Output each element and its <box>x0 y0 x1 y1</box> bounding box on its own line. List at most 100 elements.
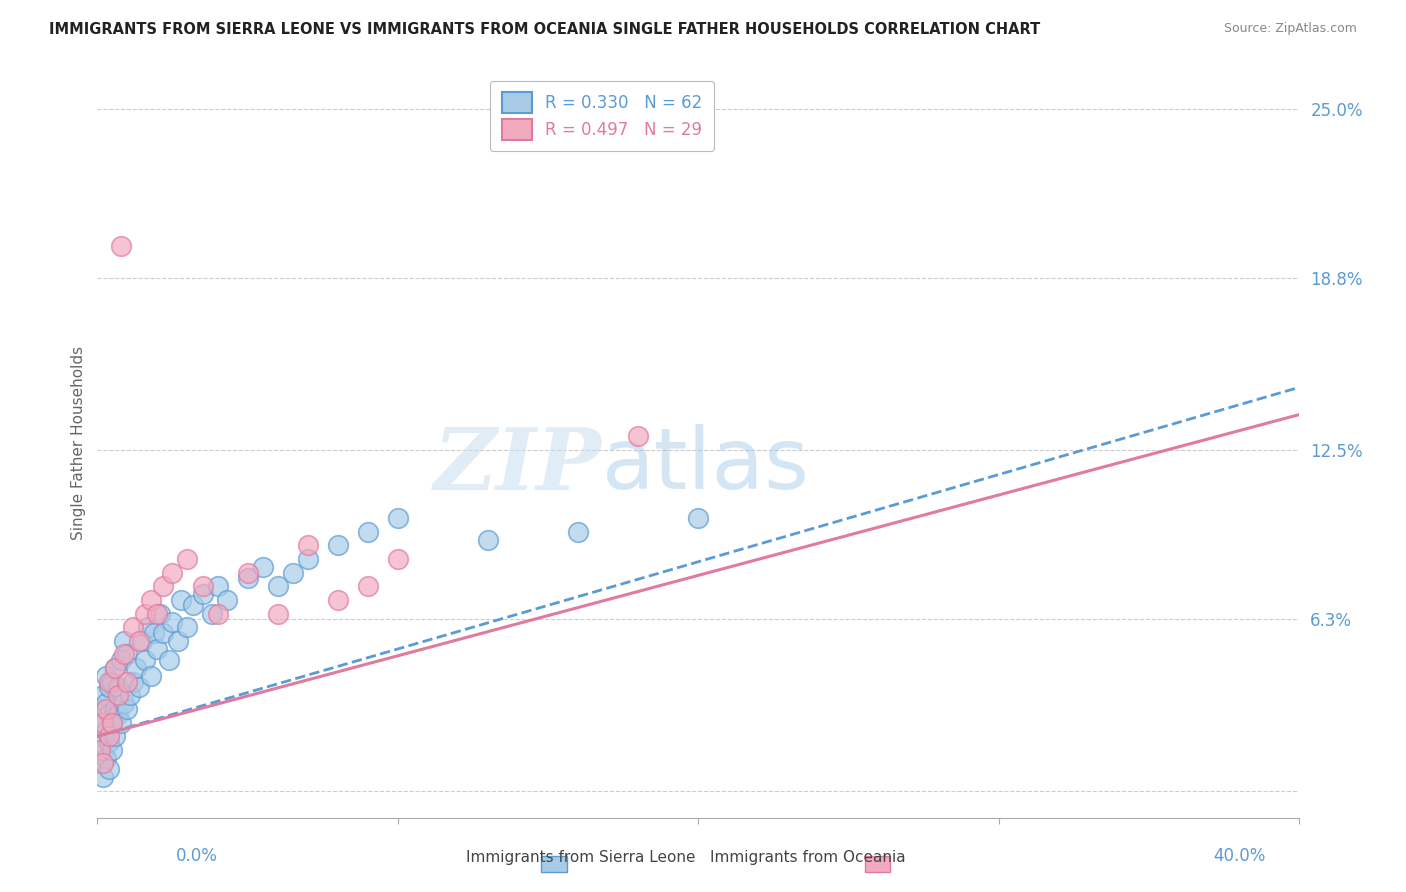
Point <box>101 715 124 730</box>
Point <box>149 607 172 621</box>
Point <box>146 642 169 657</box>
Point <box>387 552 409 566</box>
Point <box>170 593 193 607</box>
Legend: R = 0.330   N = 62, R = 0.497   N = 29: R = 0.330 N = 62, R = 0.497 N = 29 <box>491 80 714 152</box>
Point <box>266 607 288 621</box>
Point <box>167 633 190 648</box>
Point <box>122 620 145 634</box>
Point <box>162 566 184 580</box>
Point <box>200 607 222 621</box>
Text: Immigrants from Sierra Leone: Immigrants from Sierra Leone <box>467 850 696 865</box>
Point <box>98 729 121 743</box>
Point <box>183 599 205 613</box>
Text: 0.0%: 0.0% <box>176 847 218 865</box>
Point <box>110 238 132 252</box>
Point <box>152 625 174 640</box>
Point <box>96 702 118 716</box>
Point <box>236 566 259 580</box>
Point <box>297 538 319 552</box>
Text: Source: ZipAtlas.com: Source: ZipAtlas.com <box>1223 22 1357 36</box>
Point <box>125 661 148 675</box>
Point <box>110 715 132 730</box>
Point <box>104 661 127 675</box>
Point <box>101 674 124 689</box>
Point <box>112 697 135 711</box>
Point <box>326 538 349 552</box>
Point <box>112 633 135 648</box>
Point <box>191 579 214 593</box>
Point <box>89 756 111 771</box>
Point <box>266 579 288 593</box>
Point <box>128 680 150 694</box>
Point <box>120 688 142 702</box>
Point <box>122 674 145 689</box>
Point <box>89 743 111 757</box>
Point <box>281 566 304 580</box>
Point <box>107 707 129 722</box>
Point <box>110 653 132 667</box>
Point <box>101 715 124 730</box>
Point <box>141 593 163 607</box>
Point <box>96 751 118 765</box>
Point <box>131 633 153 648</box>
Point <box>134 607 156 621</box>
Point <box>207 607 229 621</box>
Point <box>93 756 115 771</box>
Point <box>297 552 319 566</box>
Point <box>627 429 650 443</box>
Text: 40.0%: 40.0% <box>1213 847 1265 865</box>
Point <box>141 669 163 683</box>
Point <box>152 579 174 593</box>
Point <box>477 533 499 547</box>
Point <box>128 633 150 648</box>
Point <box>96 697 118 711</box>
Text: ZIP: ZIP <box>434 424 602 508</box>
Point <box>98 762 121 776</box>
Point <box>159 653 181 667</box>
Point <box>134 653 156 667</box>
Point <box>215 593 238 607</box>
Point <box>252 560 274 574</box>
Point <box>104 661 127 675</box>
Point <box>89 702 111 716</box>
Point <box>567 524 589 539</box>
Point <box>191 587 214 601</box>
Point <box>107 688 129 702</box>
Point <box>93 715 115 730</box>
Point <box>93 770 115 784</box>
Point <box>104 702 127 716</box>
Point <box>93 688 115 702</box>
Point <box>101 743 124 757</box>
Y-axis label: Single Father Households: Single Father Households <box>72 346 86 541</box>
Point <box>688 511 710 525</box>
Point <box>117 674 139 689</box>
Text: IMMIGRANTS FROM SIERRA LEONE VS IMMIGRANTS FROM OCEANIA SINGLE FATHER HOUSEHOLDS: IMMIGRANTS FROM SIERRA LEONE VS IMMIGRAN… <box>49 22 1040 37</box>
Point <box>93 743 115 757</box>
Point <box>176 620 198 634</box>
Point <box>236 571 259 585</box>
Point <box>89 729 111 743</box>
Point <box>143 625 166 640</box>
Point <box>98 674 121 689</box>
Point <box>98 734 121 748</box>
Point <box>117 648 139 662</box>
Text: atlas: atlas <box>602 425 810 508</box>
Point <box>117 702 139 716</box>
Point <box>176 552 198 566</box>
Point <box>96 669 118 683</box>
Point <box>162 615 184 629</box>
Text: Immigrants from Oceania: Immigrants from Oceania <box>710 850 905 865</box>
Point <box>326 593 349 607</box>
Point <box>104 729 127 743</box>
Point <box>138 620 160 634</box>
Point <box>107 680 129 694</box>
Point <box>93 715 115 730</box>
Point <box>387 511 409 525</box>
Point <box>112 648 135 662</box>
Point <box>96 723 118 738</box>
Point <box>98 707 121 722</box>
Point <box>357 524 380 539</box>
Point <box>98 680 121 694</box>
Point <box>357 579 380 593</box>
Point <box>146 607 169 621</box>
